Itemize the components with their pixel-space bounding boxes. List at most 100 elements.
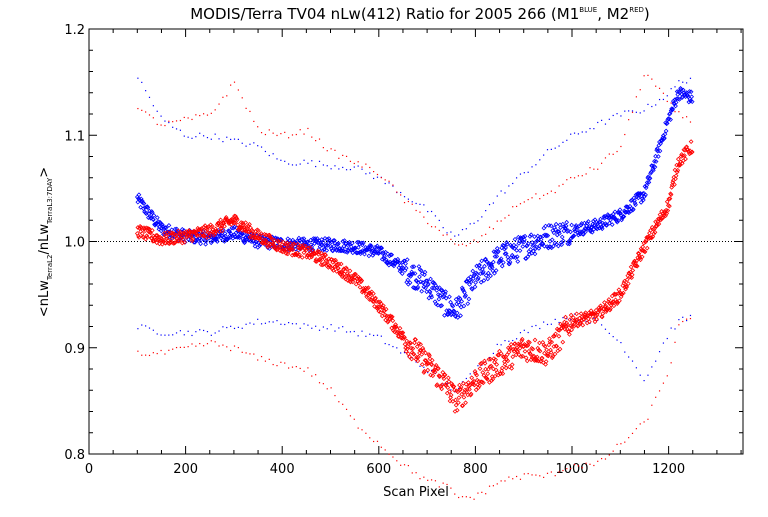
upper-band-point-M1 bbox=[454, 235, 456, 237]
data-point-M1 bbox=[595, 221, 601, 227]
upper-band-point-M2 bbox=[388, 180, 390, 182]
data-point-M1 bbox=[399, 271, 405, 276]
upper-band-point-M2 bbox=[631, 111, 634, 113]
data-point-M1 bbox=[644, 180, 650, 185]
upper-band-point-M1 bbox=[647, 103, 649, 106]
upper-band-point-M1 bbox=[361, 168, 363, 170]
data-point-M1 bbox=[429, 294, 435, 300]
upper-band-point-M1 bbox=[523, 172, 525, 174]
lower-band-point-M1 bbox=[326, 328, 328, 330]
upper-band-point-M1 bbox=[376, 176, 379, 178]
lower-band-point-M1 bbox=[156, 333, 158, 335]
data-point-M1 bbox=[584, 220, 590, 226]
data-point-M2 bbox=[338, 261, 344, 267]
data-point-M1 bbox=[685, 93, 691, 98]
data-point-M1 bbox=[436, 296, 442, 302]
data-point-M1 bbox=[481, 278, 487, 283]
data-point-M2 bbox=[535, 345, 541, 351]
title-mid: , M2 bbox=[597, 5, 629, 23]
data-point-M1 bbox=[457, 296, 463, 301]
upper-band-point-M1 bbox=[137, 77, 139, 79]
data-point-M1 bbox=[522, 233, 528, 239]
data-points bbox=[134, 85, 695, 414]
data-point-M2 bbox=[640, 244, 646, 250]
data-point-M2 bbox=[470, 379, 476, 385]
upper-band-point-M2 bbox=[164, 124, 166, 127]
upper-band-point-M2 bbox=[195, 114, 197, 116]
lower-band-point-M1 bbox=[535, 324, 537, 327]
data-point-M1 bbox=[331, 238, 336, 243]
lower-band-point-M2 bbox=[179, 346, 182, 349]
lower-band-point-M1 bbox=[508, 340, 510, 342]
data-point-M2 bbox=[559, 325, 565, 331]
data-point-M2 bbox=[608, 306, 613, 311]
data-point-M2 bbox=[489, 378, 495, 383]
upper-band-point-M2 bbox=[597, 168, 599, 170]
data-point-M2 bbox=[148, 230, 153, 236]
data-point-M2 bbox=[502, 361, 508, 367]
data-point-M1 bbox=[494, 254, 500, 259]
upper-band-point-M1 bbox=[226, 136, 228, 138]
data-point-M2 bbox=[346, 273, 351, 278]
data-point-M1 bbox=[404, 257, 410, 263]
upper-band-point-M2 bbox=[651, 78, 653, 80]
lower-band-point-M2 bbox=[666, 375, 668, 377]
data-point-M2 bbox=[448, 395, 453, 400]
upper-band-point-M1 bbox=[600, 119, 603, 121]
upper-band-point-M1 bbox=[369, 172, 371, 174]
data-point-M2 bbox=[638, 257, 643, 263]
data-point-M1 bbox=[466, 296, 472, 302]
data-point-M1 bbox=[673, 100, 679, 105]
title-sup-red: RED bbox=[629, 6, 644, 14]
data-point-M1 bbox=[445, 311, 451, 317]
upper-band-point-M2 bbox=[168, 120, 170, 122]
lower-band-point-M2 bbox=[137, 350, 139, 352]
data-point-M1 bbox=[483, 273, 489, 278]
data-point-M1 bbox=[454, 310, 460, 316]
lower-band-point-M1 bbox=[148, 327, 151, 329]
upper-band-point-M2 bbox=[411, 203, 413, 205]
data-point-M2 bbox=[167, 239, 173, 245]
upper-band-point-M1 bbox=[175, 128, 178, 130]
upper-band-point-M1 bbox=[581, 131, 583, 133]
lower-band-point-M1 bbox=[554, 318, 556, 321]
lower-band-point-M2 bbox=[396, 460, 398, 462]
upper-band-point-M1 bbox=[585, 131, 587, 133]
data-point-M2 bbox=[369, 295, 375, 300]
upper-band-point-M1 bbox=[179, 129, 182, 131]
upper-band-point-M1 bbox=[639, 112, 641, 114]
data-point-M2 bbox=[569, 324, 575, 329]
data-point-M1 bbox=[415, 284, 421, 290]
data-point-M1 bbox=[428, 276, 433, 282]
data-point-M1 bbox=[650, 166, 656, 172]
data-point-M2 bbox=[459, 391, 465, 397]
lower-band-point-M2 bbox=[303, 370, 305, 372]
upper-band-point-M1 bbox=[315, 165, 317, 168]
upper-band-point-M2 bbox=[562, 183, 564, 185]
data-point-M2 bbox=[414, 344, 420, 349]
data-point-M1 bbox=[311, 236, 316, 241]
lower-band-point-M2 bbox=[635, 428, 637, 430]
upper-band-point-M1 bbox=[187, 136, 189, 138]
y-tick-label: 1.1 bbox=[64, 129, 85, 144]
data-point-M2 bbox=[353, 271, 358, 277]
data-point-M2 bbox=[411, 351, 417, 357]
lower-band-point-M1 bbox=[276, 320, 278, 322]
data-point-M2 bbox=[412, 340, 417, 346]
data-point-M1 bbox=[138, 204, 143, 210]
data-point-M2 bbox=[319, 250, 325, 256]
data-point-M2 bbox=[407, 354, 412, 360]
data-point-M2 bbox=[334, 262, 340, 267]
upper-band-point-M1 bbox=[508, 185, 510, 187]
lower-band-point-M1 bbox=[647, 374, 649, 376]
data-point-M1 bbox=[467, 282, 472, 287]
lower-band-point-M1 bbox=[492, 352, 494, 355]
data-point-M2 bbox=[163, 234, 169, 239]
upper-band-point-M1 bbox=[172, 126, 174, 128]
data-point-M2 bbox=[218, 217, 223, 223]
data-point-M1 bbox=[149, 210, 155, 216]
data-point-M1 bbox=[503, 251, 509, 256]
lower-band-point-M2 bbox=[357, 427, 359, 429]
lower-band-point-M2 bbox=[288, 367, 290, 369]
data-point-M1 bbox=[650, 168, 656, 173]
